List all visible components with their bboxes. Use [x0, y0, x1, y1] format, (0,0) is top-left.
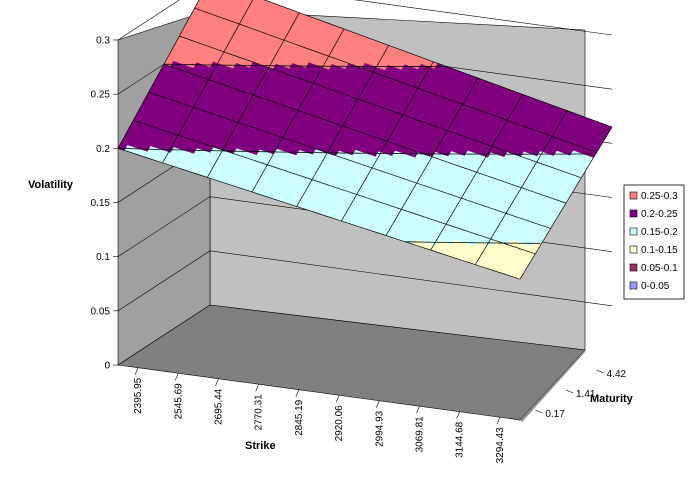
- legend-box: [623, 184, 685, 300]
- y-tick-mark: [565, 389, 574, 394]
- x-tick-label: 2695.44: [214, 388, 225, 425]
- x-tick-mark: [215, 378, 219, 386]
- band-contour: [163, 63, 447, 67]
- x-axis-ticks: 2395.95 2545.69 2695.44 2770.31 2845.19 2920.…: [133, 367, 506, 464]
- surface-cell: [197, 0, 208, 6]
- band-contour: [117, 147, 593, 155]
- surface-gridline: [117, 148, 521, 280]
- y-tick-label: 4.42: [607, 369, 627, 380]
- x-tick-label: 3069.81: [415, 416, 426, 453]
- x-tick-mark: [376, 400, 380, 408]
- x-tick-mark: [295, 389, 300, 397]
- z-axis-ticks: 0 0.05 0.1 0.15 0.2 0.25 0.3: [91, 36, 118, 372]
- x-tick-label: 2770.31: [254, 394, 265, 431]
- y-tick-mark: [535, 409, 543, 414]
- legend-label: 0-0.05: [641, 281, 670, 292]
- surface-cell: [213, 0, 224, 5]
- x-tick-label: 3144.68: [455, 421, 466, 458]
- x-tick-label: 2395.95: [133, 377, 144, 414]
- x-tick-mark: [134, 367, 139, 375]
- x-tick-mark: [175, 373, 179, 381]
- z-tick-label: 0.25: [91, 90, 111, 101]
- surface-cell: [230, 0, 240, 4]
- y-axis-ticks: 0.17 1.41 4.42: [535, 369, 627, 420]
- y-tick-mark: [596, 369, 604, 374]
- z-gridline: [117, 250, 613, 312]
- x-tick-mark: [255, 384, 259, 392]
- x-tick-label: 3294.43: [495, 427, 506, 464]
- legend-swatch: [629, 209, 638, 218]
- z-axis-title: Volatility: [28, 179, 74, 191]
- x-tick-mark: [496, 417, 501, 425]
- z-tick-label: 0.2: [96, 144, 110, 155]
- z-tick-label: 0.05: [91, 306, 111, 317]
- z-tick-label: 0: [104, 361, 110, 372]
- surface-cell: [208, 0, 216, 2]
- legend-swatch: [629, 227, 638, 236]
- surface-gridline: [194, 7, 597, 153]
- floor-right-edge: [520, 350, 585, 422]
- legend-swatch: [629, 281, 638, 290]
- y-tick-label: 1.41: [576, 389, 596, 400]
- x-tick-label: 2545.69: [173, 383, 184, 420]
- surface-gridline: [148, 91, 551, 229]
- z-tick-label: 0.15: [91, 198, 111, 209]
- legend-label: 0.1-0.15: [641, 245, 678, 256]
- y-tick-label: 0.17: [545, 409, 565, 420]
- x-tick-mark: [416, 406, 420, 414]
- surface-gridline: [263, 0, 613, 128]
- x-axis-title: Strike: [245, 440, 276, 452]
- x-tick-mark: [456, 411, 460, 419]
- legend-label: 0.25-0.3: [641, 191, 678, 202]
- surface-gridlines: [117, 0, 613, 280]
- legend-swatch: [629, 191, 638, 200]
- x-tick-label: 2920.06: [334, 405, 345, 442]
- surface-cell: [227, 0, 232, 2]
- surface-plot: [117, 0, 613, 280]
- y-axis-title: Maturity: [590, 393, 634, 405]
- surface-gridline: [163, 63, 567, 204]
- x-tick-label: 2845.19: [294, 399, 305, 436]
- legend-swatch: [629, 263, 638, 272]
- legend-label: 0.15-0.2: [641, 227, 678, 238]
- legend-label: 0.05-0.1: [641, 263, 678, 274]
- band-contour: [405, 241, 541, 244]
- surface-gridline: [133, 119, 536, 255]
- legend-label: 0.2-0.25: [641, 209, 678, 220]
- x-tick-mark: [335, 395, 340, 403]
- z-gridline: [117, 0, 613, 41]
- legend: 0.25-0.3 0.2-0.25 0.15-0.2 0.1-0.15 0.05-0.1…: [623, 184, 685, 300]
- z-tick-label: 0.3: [96, 36, 110, 47]
- legend-swatch: [629, 245, 638, 254]
- z-tick-label: 0.1: [96, 252, 110, 263]
- x-tick-label: 2994.93: [374, 410, 385, 447]
